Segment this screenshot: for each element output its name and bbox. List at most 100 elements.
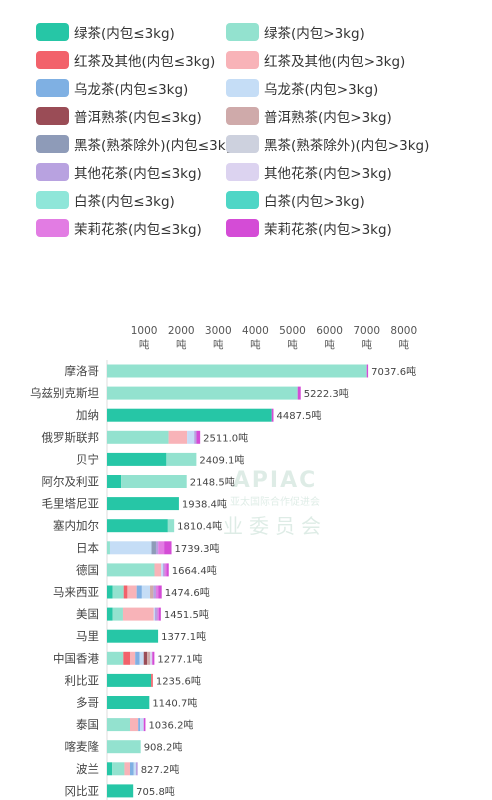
bar-segment	[107, 585, 113, 599]
category-label: 日本	[76, 541, 99, 555]
category-label: 马来西亚	[53, 585, 99, 599]
legend-item[interactable]: 其他花茶(内包>3kg)	[226, 162, 476, 182]
bar-segment	[107, 673, 152, 687]
value-label: 2148.5吨	[190, 476, 235, 489]
value-label: 1451.5吨	[164, 608, 209, 621]
legend-item[interactable]: 红茶及其他(内包>3kg)	[226, 50, 476, 70]
bar-segment	[143, 718, 146, 732]
bar-segment	[107, 629, 159, 643]
bar-segment	[164, 563, 167, 577]
legend-label: 白茶(内包≤3kg)	[74, 194, 175, 210]
value-label: 4487.5吨	[276, 409, 321, 422]
category-label: 利比亚	[65, 673, 100, 687]
legend-label: 茉莉花茶(内包>3kg)	[264, 222, 392, 238]
bar-segment	[155, 541, 159, 555]
bar-segment	[107, 430, 169, 444]
x-tick-label: 7000	[353, 325, 380, 337]
legend-item[interactable]: 绿茶(内包≤3kg)	[36, 22, 226, 42]
category-label: 美国	[76, 607, 99, 621]
value-label: 2511.0吨	[203, 431, 248, 444]
bar-segment	[135, 651, 140, 665]
legend-label: 黑茶(熟茶除外)(内包>3kg)	[264, 138, 430, 154]
bar-segment	[163, 563, 165, 577]
legend-label: 黑茶(熟茶除外)(内包≤3kg)	[74, 138, 240, 154]
bar-segment	[112, 607, 123, 621]
bar-segment	[161, 563, 164, 577]
legend-item[interactable]: 黑茶(熟茶除外)(内包≤3kg)	[36, 134, 239, 154]
value-label: 1664.4吨	[172, 564, 217, 577]
category-label: 多哥	[76, 696, 99, 710]
bar-segment	[107, 519, 168, 533]
legend-item[interactable]: 茉莉花茶(内包>3kg)	[226, 218, 476, 238]
bar-segment	[107, 762, 113, 776]
bar-segment	[187, 430, 195, 444]
bar-segment	[141, 585, 151, 599]
category-label: 波兰	[76, 762, 99, 776]
bar-segment	[151, 673, 153, 687]
bar-segment	[123, 651, 131, 665]
bar-segment	[138, 718, 141, 732]
bar-segment	[150, 585, 154, 599]
category-label: 毛里塔尼亚	[42, 497, 100, 511]
bar-segment	[158, 541, 165, 555]
value-label: 1739.3吨	[175, 542, 220, 555]
bar-segment	[133, 762, 136, 776]
bar-segment	[107, 607, 113, 621]
category-label: 俄罗斯联邦	[42, 430, 100, 444]
legend-item[interactable]: 乌龙茶(内包>3kg)	[226, 78, 476, 98]
category-label: 乌兹别克斯坦	[30, 386, 99, 400]
value-label: 1474.6吨	[165, 586, 210, 599]
x-tick-unit: 吨	[287, 338, 298, 351]
category-label: 摩洛哥	[65, 364, 100, 378]
value-label: 705.8吨	[136, 785, 175, 798]
bar-segment	[107, 386, 298, 400]
bar-segment	[107, 452, 167, 466]
value-label: 1235.6吨	[156, 674, 201, 687]
bar-segment	[122, 607, 154, 621]
bar-segment	[107, 651, 124, 665]
bar-segment	[164, 541, 172, 555]
x-tick-label: 6000	[316, 325, 343, 337]
x-tick-unit: 吨	[176, 338, 187, 351]
legend-item[interactable]: 绿茶(内包>3kg)	[226, 22, 476, 42]
bar-segment	[168, 430, 188, 444]
bar-segment	[107, 563, 155, 577]
bar-segment	[196, 430, 201, 444]
bar-segment	[130, 718, 139, 732]
category-label: 喀麦隆	[65, 740, 100, 754]
bar-segment	[112, 762, 125, 776]
value-label: 7037.6吨	[371, 365, 416, 378]
legend-swatch	[226, 23, 259, 41]
legend-item[interactable]: 其他花茶(内包≤3kg)	[36, 162, 226, 182]
legend-swatch	[36, 107, 69, 125]
legend-swatch	[36, 79, 69, 97]
x-tick-label: 4000	[242, 325, 269, 337]
x-tick-unit: 吨	[399, 338, 410, 351]
legend-swatch	[226, 51, 259, 69]
value-label: 1036.2吨	[148, 719, 193, 732]
legend-item[interactable]: 红茶及其他(内包≤3kg)	[36, 50, 226, 70]
bar-segment	[152, 651, 155, 665]
category-label: 贝宁	[76, 452, 99, 466]
legend-label: 其他花茶(内包>3kg)	[264, 166, 392, 182]
category-label: 泰国	[76, 718, 99, 732]
bar-segment	[150, 651, 153, 665]
legend-label: 茉莉花茶(内包≤3kg)	[74, 222, 202, 238]
legend-item[interactable]: 乌龙茶(内包≤3kg)	[36, 78, 226, 98]
legend-item[interactable]: 黑茶(熟茶除外)(内包>3kg)	[226, 134, 476, 154]
legend-item[interactable]: 白茶(内包>3kg)	[226, 190, 476, 210]
bar-segment	[107, 408, 272, 422]
x-tick-unit: 吨	[139, 338, 150, 351]
legend-item[interactable]: 白茶(内包≤3kg)	[36, 190, 226, 210]
legend-item[interactable]: 茉莉花茶(内包≤3kg)	[36, 218, 226, 238]
bar-segment	[139, 651, 144, 665]
legend-swatch	[226, 191, 259, 209]
legend-label: 绿茶(内包>3kg)	[264, 26, 365, 42]
legend-item[interactable]: 普洱熟茶(内包>3kg)	[226, 106, 476, 126]
legend-item[interactable]: 普洱熟茶(内包≤3kg)	[36, 106, 226, 126]
bar-segment	[135, 762, 138, 776]
bar-segment	[130, 762, 134, 776]
value-label: 1277.1吨	[157, 652, 202, 665]
legend-swatch	[36, 135, 69, 153]
legend-swatch	[36, 163, 69, 181]
